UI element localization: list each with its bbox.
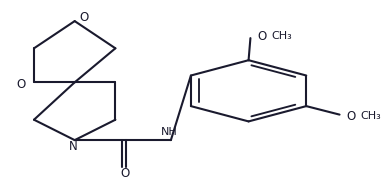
Text: O: O <box>79 11 89 24</box>
Text: CH₃: CH₃ <box>361 111 381 121</box>
Text: O: O <box>346 110 355 123</box>
Text: O: O <box>257 30 266 43</box>
Text: N: N <box>68 140 77 153</box>
Text: O: O <box>120 167 129 180</box>
Text: O: O <box>16 78 26 91</box>
Text: CH₃: CH₃ <box>272 31 292 41</box>
Text: NH: NH <box>161 127 177 138</box>
